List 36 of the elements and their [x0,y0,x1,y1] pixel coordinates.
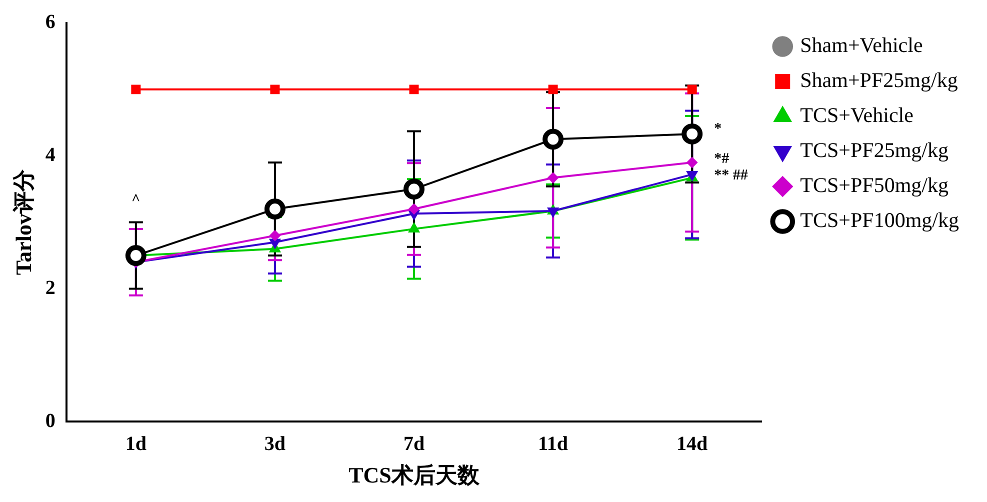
x-axis-title: TCS术后天数 [348,462,480,488]
point [404,178,425,200]
x-tick-label: 1d [125,432,146,455]
y-tick-label: 2 [45,276,56,299]
point [682,123,703,144]
y-tick-label: 0 [45,410,56,432]
annotation: ^ [132,192,140,208]
x-tick-label: 7d [403,432,425,455]
y-tick-label: 4 [45,144,56,166]
y-tick-label: 6 [45,11,56,34]
point [131,84,141,94]
point [547,208,559,218]
y-axis-title: Tarlov评分 [10,168,36,276]
point [686,157,698,168]
legend-label: TCS+PF100mg/kg [800,208,960,232]
legend-label: TCS+Vehicle [800,103,914,128]
point [264,198,286,220]
point [687,84,697,94]
point [270,84,280,94]
legend-label: Sham+PF25mg/kg [800,68,958,92]
point [125,245,146,266]
point [409,84,419,94]
annotation: ** ## [714,168,748,184]
x-tick-label: 3d [264,432,286,455]
point [542,128,564,150]
annotation: * [714,121,722,138]
point [269,230,280,242]
legend-label: Sham+Vehicle [800,33,923,58]
x-tick-label: 14d [676,432,708,455]
x-tick-label: 11d [538,432,568,455]
point [548,172,559,184]
legend-label: TCS+PF25mg/kg [800,138,949,162]
annotation: *# [714,151,730,168]
legend-label: TCS+PF50mg/kg [800,173,949,198]
point [548,84,558,94]
point [408,204,420,215]
